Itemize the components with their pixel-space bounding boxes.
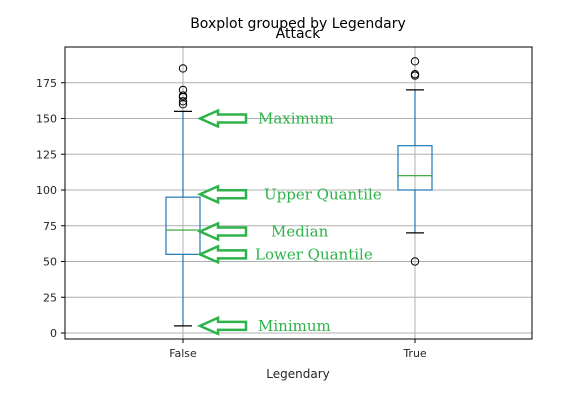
outlier-point bbox=[178, 91, 188, 100]
left-arrow-icon bbox=[196, 244, 248, 265]
annotation-label: Upper Quantile bbox=[264, 185, 382, 203]
plot-frame bbox=[64, 46, 533, 340]
x-tick-label: True bbox=[402, 347, 427, 360]
outlier-point bbox=[410, 69, 420, 79]
iqr-box bbox=[165, 196, 201, 255]
annotation-maximum: Maximum bbox=[196, 108, 334, 129]
annotations: Maximum Upper Quantile Median Lower Quantil… bbox=[196, 108, 382, 336]
box-layer bbox=[165, 57, 433, 327]
y-tick-label: 150 bbox=[36, 113, 57, 126]
left-arrow-icon bbox=[196, 221, 248, 242]
annotation-label: Minimum bbox=[258, 317, 331, 335]
figure-suptitle: Boxplot grouped by Legendary bbox=[190, 16, 406, 32]
outlier-point bbox=[410, 57, 420, 66]
x-axis-label: Legendary bbox=[266, 367, 329, 381]
plot-title: Attack bbox=[276, 26, 322, 42]
y-tick-label: 100 bbox=[36, 184, 57, 197]
y-tick-label: 125 bbox=[36, 148, 57, 161]
outlier-point bbox=[178, 85, 188, 95]
y-tick-label: 175 bbox=[36, 77, 57, 90]
x-axis: False True bbox=[169, 339, 427, 360]
annotation-minimum: Minimum bbox=[196, 315, 331, 336]
y-axis: 0 25 50 75 100 125 150 175 bbox=[36, 77, 65, 340]
x-tick-label: False bbox=[169, 347, 197, 360]
box-group-true bbox=[397, 57, 433, 266]
iqr-box bbox=[397, 145, 433, 191]
annotation-label: Lower Quantile bbox=[255, 245, 373, 263]
annotation-median: Median bbox=[196, 221, 329, 242]
left-arrow-icon bbox=[196, 184, 248, 205]
y-tick-label: 0 bbox=[50, 327, 57, 340]
outlier-point bbox=[178, 97, 188, 106]
y-tick-label: 50 bbox=[43, 256, 57, 269]
annotation-lower-quantile: Lower Quantile bbox=[196, 244, 373, 265]
outlier-point bbox=[410, 257, 420, 266]
left-arrow-icon bbox=[196, 108, 248, 129]
y-tick-label: 75 bbox=[43, 220, 57, 233]
left-arrow-icon bbox=[196, 315, 248, 336]
box-group-false bbox=[165, 64, 201, 327]
outlier-point bbox=[178, 64, 188, 73]
annotation-label: Median bbox=[271, 222, 329, 240]
annotation-label: Maximum bbox=[258, 110, 334, 128]
annotation-upper-quantile: Upper Quantile bbox=[196, 184, 382, 205]
y-tick-label: 25 bbox=[43, 291, 57, 304]
